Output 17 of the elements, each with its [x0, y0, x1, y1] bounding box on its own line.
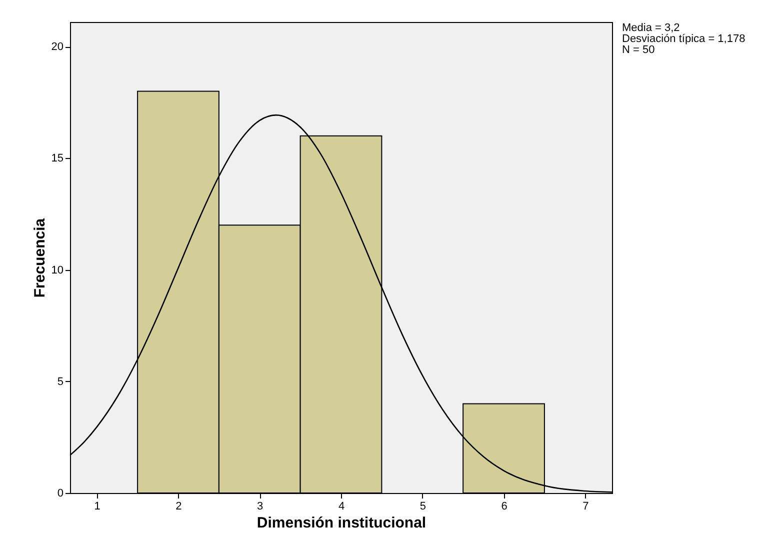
y-tick-label: 0: [57, 488, 64, 500]
x-tick-label: 5: [420, 500, 426, 512]
x-tick-label: 2: [176, 500, 182, 512]
y-tick-label: 15: [51, 152, 64, 165]
text: N = 50: [622, 44, 655, 56]
x-tick-label: 3: [257, 500, 264, 512]
y-tick-label: 5: [57, 376, 64, 388]
y-tick-label: 20: [51, 41, 64, 54]
x-tick-label: 6: [501, 500, 508, 512]
text: Media = 3,2: [622, 22, 680, 34]
x-tick-label: 4: [338, 500, 345, 512]
x-tick-label: 7: [582, 500, 589, 512]
x-axis-title: Dimensión institucional: [256, 514, 426, 532]
text: Desviación típica = 1,178: [622, 33, 746, 45]
y-axis-title: Frecuencia: [31, 218, 48, 298]
y-tick-label: 10: [51, 264, 64, 276]
x-tick-label: 1: [94, 500, 100, 512]
